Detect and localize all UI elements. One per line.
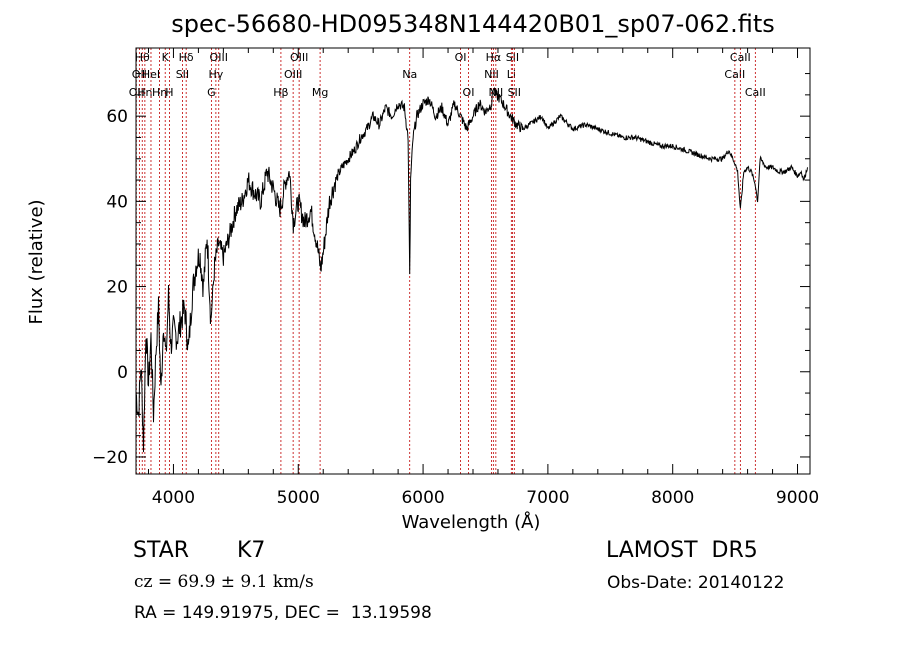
line-marker-label: Hη [137, 86, 152, 99]
y-tick-label: 0 [117, 363, 128, 383]
y-axis: −20 0 20 40 60 [92, 73, 810, 468]
line-marker-label: H [165, 86, 173, 99]
line-marker-label: OIII [290, 51, 308, 64]
sky-coordinates: RA = 149.91975, DEC = 13.19598 [134, 603, 432, 623]
object-subclass: K7 [237, 538, 266, 563]
line-marker-label: Hθ [135, 51, 150, 64]
line-marker-label: SII [508, 86, 521, 99]
line-marker-label: G [207, 86, 216, 99]
x-tick-label: 5000 [277, 488, 320, 508]
x-tick-label: 9000 [776, 488, 819, 508]
observation-date: Obs-Date: 20140122 [607, 573, 785, 593]
line-marker-label: Hη [152, 86, 167, 99]
y-tick-label: 60 [106, 107, 128, 127]
line-marker-label: SII [176, 68, 189, 81]
x-tick-label: 6000 [401, 488, 444, 508]
line-marker-label: Hδ [179, 51, 194, 64]
line-marker-label: NII [484, 68, 499, 81]
plot-frame [135, 47, 811, 475]
line-marker-label: Hγ [208, 68, 223, 81]
line-marker-label: SII [506, 51, 519, 64]
survey-name: LAMOST DR5 [606, 538, 758, 563]
x-tick-label: 7000 [526, 488, 569, 508]
y-axis-label: Flux (relative) [26, 199, 47, 324]
line-marker-label: OIII [284, 68, 302, 81]
line-marker-label: CaII [730, 51, 751, 64]
spectrum-line [135, 87, 808, 453]
line-marker-label: K [162, 51, 170, 64]
y-tick-label: −20 [92, 448, 128, 468]
line-marker-label: Li [507, 68, 516, 81]
line-marker-label: CaII [724, 68, 745, 81]
radial-velocity: cz = 69.9 ± 9.1 km/s [134, 572, 314, 592]
x-tick-label: 4000 [152, 488, 195, 508]
x-tick-label: 8000 [651, 488, 694, 508]
object-class: STAR [133, 538, 190, 563]
line-marker-label: Mg [312, 86, 328, 99]
line-marker-label: CaII [745, 86, 766, 99]
line-marker-label: Na [402, 68, 417, 81]
line-marker-label: OI [455, 51, 467, 64]
spectral-line-markers: OIIOIIHθHηHeIHηKHSIIHδGHγOIIIHβOIIIOIIIM… [129, 48, 766, 474]
y-tick-label: 20 [106, 278, 128, 298]
line-marker-label: OIII [210, 51, 228, 64]
y-tick-label: 40 [106, 192, 128, 212]
x-axis-label: Wavelength (Å) [402, 511, 541, 533]
line-marker-label: HeI [142, 68, 160, 81]
line-marker-label: Hβ [273, 86, 288, 99]
x-axis: 4000 5000 6000 7000 8000 9000 [147, 48, 819, 508]
line-marker-label: Hα [486, 51, 502, 64]
chart-title: spec-56680-HD095348N144420B01_sp07-062.f… [171, 10, 775, 38]
line-marker-label: OI [463, 86, 475, 99]
